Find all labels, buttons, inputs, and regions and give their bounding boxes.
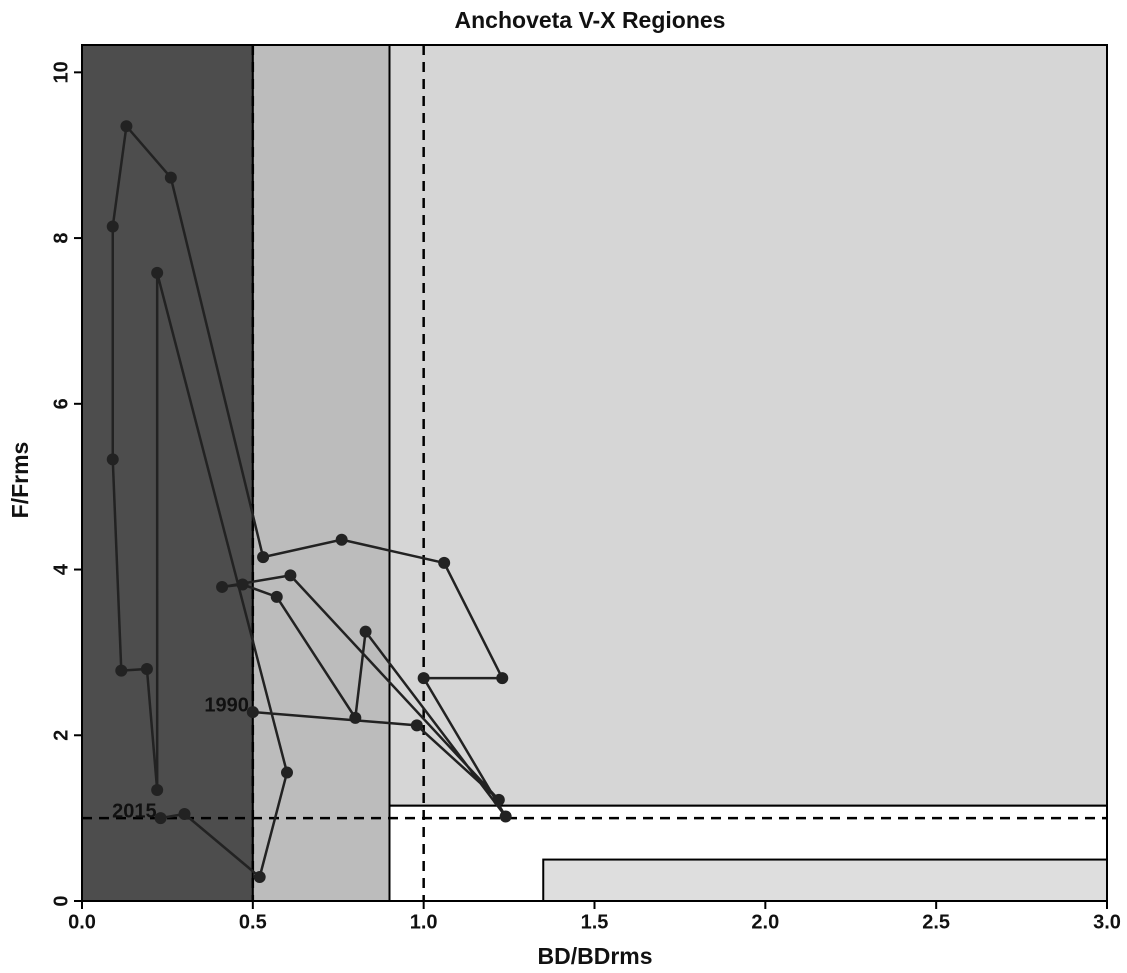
y-tick-label: 6: [50, 398, 72, 409]
data-point: [253, 870, 266, 883]
x-tick-label: 0.5: [239, 911, 267, 933]
data-point: [115, 664, 128, 677]
x-tick-label: 1.5: [581, 911, 609, 933]
data-point: [284, 569, 297, 582]
data-point: [496, 672, 509, 685]
data-point: [120, 120, 133, 133]
data-point: [417, 672, 430, 685]
zone: [542, 858, 1108, 902]
data-point: [154, 812, 167, 825]
x-tick-label: 2.5: [922, 911, 950, 933]
y-tick-label: 4: [50, 563, 72, 575]
data-point: [335, 533, 348, 546]
y-tick-label: 8: [50, 233, 72, 244]
data-point: [499, 810, 512, 823]
zone: [251, 44, 391, 902]
data-point: [151, 266, 164, 279]
chart-title: Anchoveta V-X Regiones: [455, 7, 726, 33]
data-point: [236, 578, 249, 591]
data-point: [246, 706, 259, 719]
data-point: [151, 783, 164, 796]
x-tick-label: 0.0: [68, 911, 96, 933]
data-point: [359, 625, 372, 638]
point-label: 1990: [204, 694, 249, 716]
y-axis-label: F/Frms: [7, 442, 33, 519]
data-point: [106, 220, 119, 233]
data-point: [281, 766, 293, 779]
x-tick-label: 3.0: [1093, 911, 1121, 933]
x-tick-label: 2.0: [751, 911, 779, 933]
x-tick-label: 1.0: [410, 911, 438, 933]
y-tick-label: 10: [50, 61, 72, 83]
y-tick-label: 2: [50, 730, 72, 741]
data-point: [349, 711, 362, 724]
data-point: [257, 551, 270, 564]
y-tick-label: 0: [50, 895, 72, 906]
data-point: [140, 662, 153, 675]
data-point: [164, 171, 177, 184]
x-axis-label: BD/BDrms: [537, 943, 652, 969]
data-point: [216, 580, 229, 593]
data-point: [106, 453, 119, 466]
data-point: [438, 556, 451, 569]
data-point: [270, 590, 283, 603]
data-point: [492, 793, 505, 806]
data-point: [410, 719, 423, 732]
data-point: [178, 807, 191, 820]
zone: [388, 44, 1108, 807]
zone: [81, 44, 254, 902]
point-label: 2015: [112, 800, 157, 822]
